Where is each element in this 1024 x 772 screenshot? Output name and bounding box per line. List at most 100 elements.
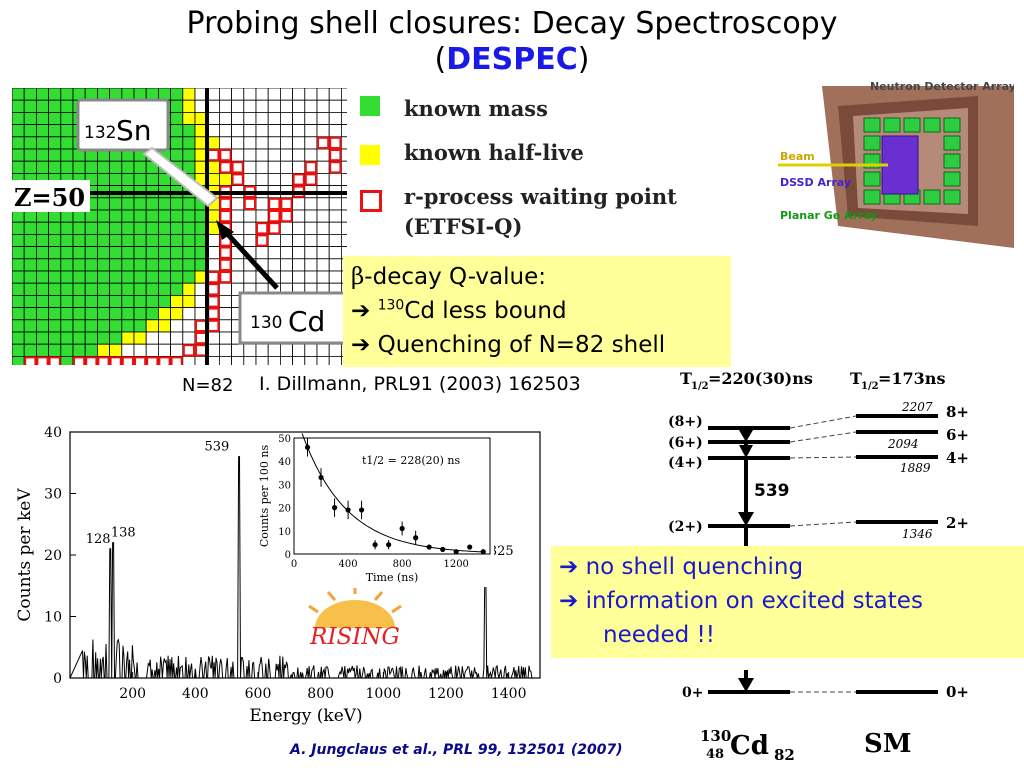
nuclide-cell	[170, 136, 184, 150]
inset-data-point	[345, 507, 351, 513]
nuclide-cell	[304, 246, 318, 260]
nuclide-cell	[145, 282, 159, 296]
nuclide-cell	[170, 99, 184, 113]
nuclide-cell	[157, 88, 171, 101]
nuclide-cell	[304, 197, 318, 211]
nucleus-symbol: Cd	[730, 731, 769, 761]
nuclide-cell	[133, 319, 147, 333]
nuclide-cell	[267, 160, 281, 174]
spectrum-y-tick-label: 0	[53, 671, 62, 687]
nuclide-cell	[170, 124, 184, 138]
detector-cell	[943, 135, 961, 151]
nuclide-cell	[145, 209, 159, 223]
nuclide-cell	[218, 99, 232, 113]
nuclide-cell	[60, 331, 74, 345]
nuclide-cell	[279, 136, 293, 150]
waiting-point-cell	[304, 173, 317, 186]
qvalue-line2: ➔ 130Cd less bound	[351, 294, 723, 328]
nuclide-cell	[267, 233, 281, 247]
nuclide-cell	[316, 221, 330, 235]
nuclide-cell	[328, 209, 342, 223]
nuclide-cell	[304, 99, 318, 113]
nuclide-cell	[109, 294, 123, 308]
legend-waiting-point-swatch	[360, 190, 382, 212]
inset-data-point	[426, 544, 432, 550]
detector-cell	[943, 189, 961, 205]
nuclide-cell	[316, 246, 330, 260]
nuclide-cell	[231, 209, 245, 223]
nuclide-cell	[255, 160, 269, 174]
nuclide-cell	[243, 124, 257, 138]
title-paren-open: (	[434, 42, 447, 77]
nuclide-cell	[170, 307, 184, 321]
nuclide-cell	[12, 136, 25, 150]
nuclide-cell	[84, 246, 98, 260]
spectrum-x-tick-label: 1200	[428, 686, 464, 702]
nuclide-cell	[145, 197, 159, 211]
nuclide-cell	[255, 136, 269, 150]
nuclide-cell	[97, 343, 111, 357]
nuclide-cell	[267, 258, 281, 272]
nuclide-chart-svg: 132 Sn 130 Cd Z=50	[12, 88, 347, 365]
nuclide-cell	[157, 282, 171, 296]
nuclide-cell	[109, 282, 123, 296]
nuclide-cell	[218, 136, 232, 150]
nuclide-cell	[48, 270, 62, 284]
nuclide-cell	[170, 148, 184, 162]
nuclide-cell	[157, 246, 171, 260]
nuclide-cell	[121, 173, 135, 187]
nuclide-cell	[60, 136, 74, 150]
result-line1: ➔ no shell quenching	[559, 550, 1016, 584]
nuclide-cell	[182, 270, 196, 284]
nuclide-cell	[23, 233, 37, 247]
inset-y-tick-label: 50	[278, 434, 291, 445]
nuclide-chart: 132 Sn 130 Cd Z=50	[12, 88, 347, 365]
title-line2: (DESPEC)	[0, 42, 1024, 78]
nuclide-cell	[182, 136, 196, 150]
nuclide-cell	[60, 246, 74, 260]
nuclide-cell	[60, 319, 74, 333]
nuclide-cell	[72, 233, 86, 247]
gamma-spectrum: 200 400 600 800 1000 1200 1400 0 10 20 30 40 128 138…	[10, 424, 545, 729]
nuclide-cell	[328, 343, 342, 357]
detector-cell	[863, 171, 881, 187]
nuclide-cell	[157, 343, 171, 357]
qvalue-line3: ➔ Quenching of N=82 shell	[351, 328, 723, 362]
nuclide-cell	[279, 233, 293, 247]
energy-2207: 2207	[901, 400, 933, 414]
nuclide-cell	[279, 173, 293, 187]
nuclide-cell	[328, 258, 342, 272]
nuclide-cell	[243, 221, 257, 235]
nuclide-cell	[60, 111, 74, 125]
nuclide-cell	[145, 246, 159, 260]
nuclide-cell	[182, 233, 196, 247]
nuclide-cell	[304, 111, 318, 125]
nuclide-cell	[255, 124, 269, 138]
nuclide-cell	[109, 233, 123, 247]
nuclide-cell	[218, 319, 232, 333]
nuclide-cell	[157, 221, 171, 235]
n82-label: N=82	[182, 375, 234, 396]
nuclide-cell	[328, 270, 342, 284]
nuclide-cell	[121, 209, 135, 223]
nuclide-cell	[84, 282, 98, 296]
citation: A. Jungclaus et al., PRL 99, 132501 (200…	[290, 742, 623, 758]
spectrum-x-tick-label: 1000	[366, 686, 402, 702]
waiting-point-cell	[231, 161, 244, 174]
nuclide-cell	[292, 88, 306, 101]
nuclide-cell	[170, 319, 184, 333]
waiting-point-cell	[182, 344, 196, 357]
nuclide-cell	[133, 282, 147, 296]
nuclide-cell	[170, 246, 184, 260]
nuclide-cell	[206, 246, 220, 260]
nuclide-cell	[182, 307, 196, 321]
inset-x-tick-label: 0	[291, 559, 297, 570]
nuclide-cell	[292, 124, 306, 138]
nuclide-cell	[243, 160, 257, 174]
nuclide-cell	[267, 148, 281, 162]
waiting-point-cell	[268, 222, 281, 235]
nuclide-cell	[340, 209, 347, 223]
nuclide-cell	[170, 88, 184, 101]
nuclide-cell	[157, 258, 171, 272]
